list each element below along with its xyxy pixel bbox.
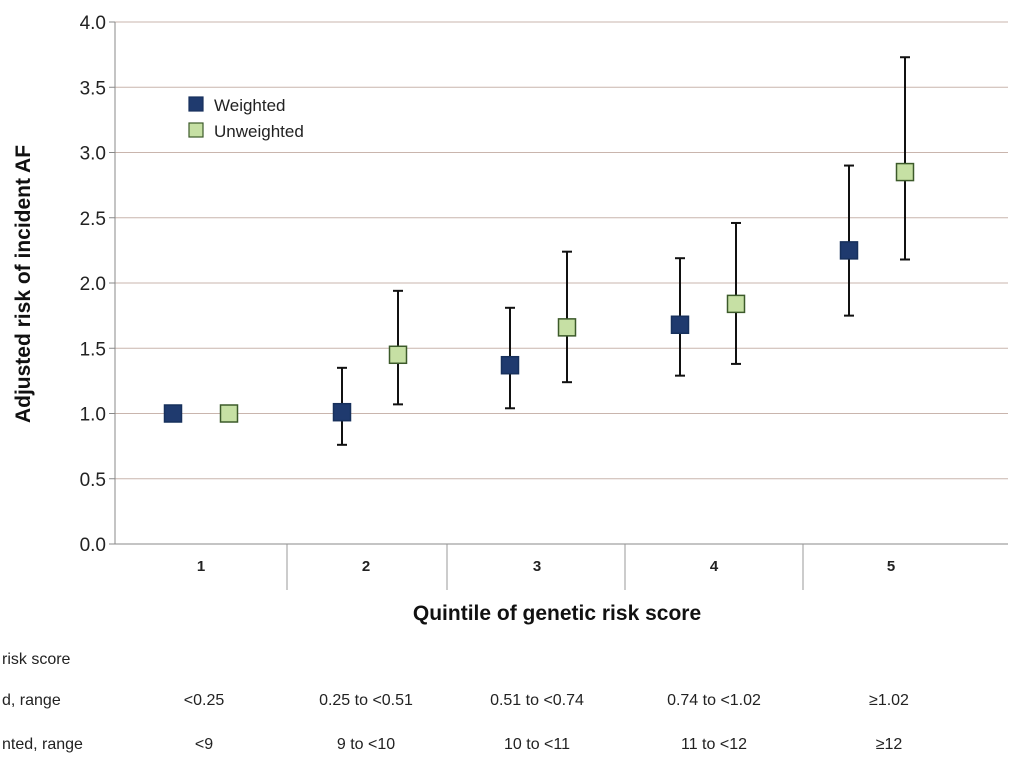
table-cell: 9 to <10 bbox=[337, 736, 395, 753]
table-cell: 0.51 to <0.74 bbox=[490, 692, 584, 709]
table-cell: ≥1.02 bbox=[869, 692, 909, 709]
weighted-point bbox=[332, 402, 352, 422]
series-layer bbox=[163, 56, 915, 446]
y-tick-label: 0.5 bbox=[80, 470, 106, 491]
x-tick-label: 2 bbox=[362, 558, 370, 575]
y-tick-label: 4.0 bbox=[80, 13, 106, 34]
table-cell: ≥12 bbox=[876, 736, 903, 753]
table-cell: 10 to <11 bbox=[504, 736, 570, 753]
legend-swatch-unweighted bbox=[188, 122, 204, 138]
y-tick-label: 2.0 bbox=[80, 274, 106, 295]
table-row-label: risk score bbox=[2, 651, 71, 668]
axis-layer: 0.0 0.5 1.0 1.5 2.0 2.5 3.0 3.5 4.0 1 2 3 4 5 bbox=[80, 13, 1008, 590]
x-tick-label: 1 bbox=[197, 558, 205, 575]
weighted-point bbox=[500, 355, 520, 375]
weighted-point bbox=[670, 315, 690, 335]
risk-score-table: risk score d, range <0.25 0.25 to <0.51 0.51… bbox=[2, 651, 909, 753]
table-row-label: nted, range bbox=[2, 736, 83, 753]
unweighted-point bbox=[895, 162, 915, 182]
y-tick-label: 3.5 bbox=[80, 78, 106, 99]
legend-label-unweighted: Unweighted bbox=[214, 122, 304, 141]
x-tick-label: 4 bbox=[710, 558, 719, 575]
x-axis-title: Quintile of genetic risk score bbox=[413, 602, 701, 625]
weighted-point bbox=[839, 241, 859, 260]
unweighted-point bbox=[388, 345, 408, 365]
y-tick-label: 1.0 bbox=[80, 405, 106, 426]
table-cell: 0.74 to <1.02 bbox=[667, 692, 761, 709]
table-cell: <9 bbox=[195, 736, 213, 753]
table-cell: 0.25 to <0.51 bbox=[319, 692, 413, 709]
table-row-label: d, range bbox=[2, 692, 61, 709]
legend-swatch-weighted bbox=[188, 96, 204, 112]
y-tick-label: 3.0 bbox=[80, 144, 106, 165]
grid-layer bbox=[115, 21, 1008, 545]
table-cell: 11 to <12 bbox=[681, 736, 747, 753]
unweighted-point bbox=[557, 318, 577, 337]
y-axis-title: Adjusted risk of incident AF bbox=[12, 145, 35, 423]
table-cell: <0.25 bbox=[184, 692, 225, 709]
x-tick-label: 5 bbox=[887, 558, 895, 575]
y-tick-label: 2.5 bbox=[80, 209, 106, 230]
x-tick-label: 3 bbox=[533, 558, 541, 575]
y-tick-label: 1.5 bbox=[80, 339, 106, 360]
unweighted-point bbox=[726, 294, 746, 314]
legend-label-weighted: Weighted bbox=[214, 96, 286, 115]
unweighted-point bbox=[219, 404, 239, 423]
weighted-point bbox=[163, 404, 183, 423]
y-tick-label: 0.0 bbox=[80, 535, 106, 556]
legend: Weighted Unweighted bbox=[188, 96, 304, 141]
